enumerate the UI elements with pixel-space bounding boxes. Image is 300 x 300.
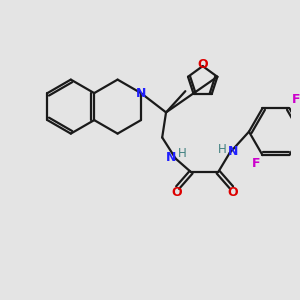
Text: O: O [227,186,238,199]
Text: H: H [178,147,187,161]
Text: F: F [292,93,300,106]
Text: N: N [227,146,238,158]
Text: O: O [197,58,208,71]
Text: N: N [166,151,176,164]
Text: N: N [136,87,146,100]
Text: F: F [251,157,260,170]
Text: O: O [171,186,182,199]
Text: H: H [218,142,226,155]
